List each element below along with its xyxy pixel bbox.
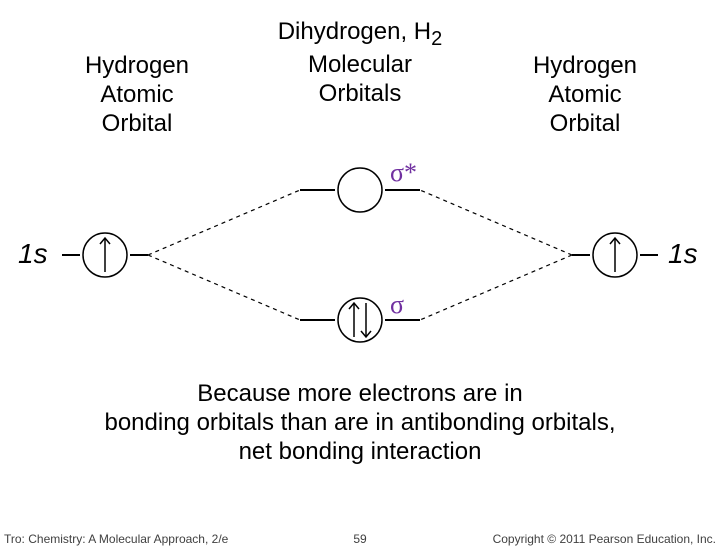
energy-levels [62, 190, 658, 320]
arrow-up-icon [349, 303, 359, 337]
correlation-lines [148, 190, 572, 320]
sigma-star-label: σ* [390, 158, 417, 188]
caption-text: Because more electrons are in bonding or… [0, 380, 720, 466]
mo-diagram [0, 0, 720, 400]
sigma-label: σ [390, 290, 404, 320]
arrow-down-icon [361, 303, 371, 337]
arrow-up-icon [610, 238, 620, 272]
electron-arrows [100, 238, 620, 337]
right-1s-label: 1s [668, 238, 698, 270]
arrow-up-icon [100, 238, 110, 272]
orbital-circles [83, 168, 637, 342]
footer-right: Copyright © 2011 Pearson Education, Inc. [493, 532, 716, 546]
left-1s-label: 1s [18, 238, 48, 270]
